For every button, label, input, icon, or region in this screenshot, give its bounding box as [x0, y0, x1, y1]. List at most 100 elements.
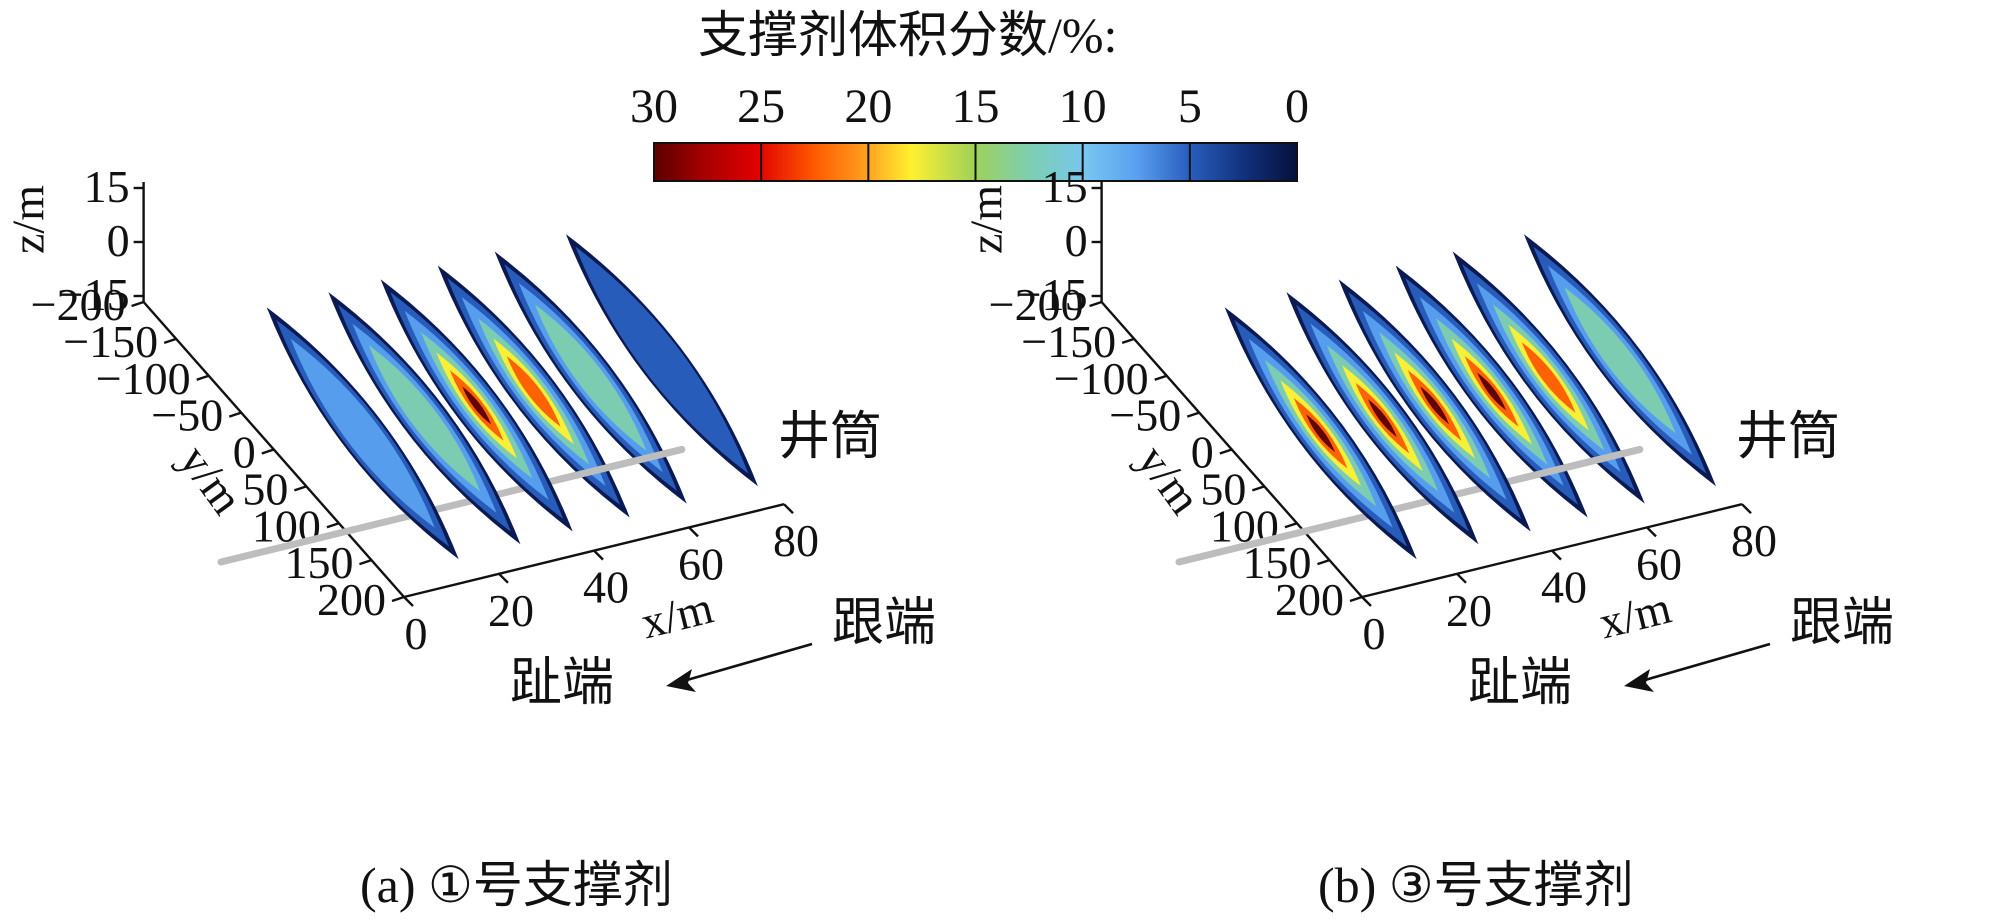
toe-label: 趾端	[510, 655, 614, 712]
z-tick-label: −15	[58, 269, 130, 320]
fracture-5	[494, 251, 687, 504]
x-tick	[593, 549, 604, 561]
y-tick-label: −100	[1054, 353, 1149, 404]
fracture-6	[565, 234, 758, 487]
x-tick-label: 80	[1731, 515, 1777, 566]
arrow-head	[666, 669, 696, 692]
wellbore-segment	[554, 445, 686, 484]
z-tick-label: −15	[1016, 269, 1088, 320]
x-tick-label: 20	[488, 585, 534, 636]
x-tick-label: 40	[583, 562, 629, 613]
y-tick-label: 50	[242, 463, 288, 514]
y-tick-label: 50	[1200, 463, 1246, 514]
x-tick-label: 0	[405, 608, 428, 659]
x-tick-label: 20	[1446, 585, 1492, 636]
x-tick	[403, 596, 414, 607]
y-tick	[228, 411, 242, 418]
x-tick-label: 40	[1541, 562, 1587, 613]
fracture-contour	[462, 386, 492, 425]
x-tick	[688, 526, 699, 538]
panel-b: 0 20 40 60 80−200−150−100−50050100150200150−…	[961, 161, 1894, 712]
colorbar-tick-label: 25	[737, 80, 785, 133]
fracture-6	[1523, 234, 1716, 487]
y-tick-label: 0	[1191, 427, 1214, 478]
fracture-contour	[534, 304, 647, 451]
wellbore-segment	[1512, 445, 1644, 484]
y-tick-label: 0	[233, 427, 256, 478]
fracture-5	[1452, 251, 1645, 504]
fracture-contour	[368, 345, 481, 492]
x-tick	[1551, 549, 1562, 561]
y-tick	[1317, 558, 1330, 566]
caption-a: (a) ①号支撑剂	[360, 857, 673, 913]
y-tick-label: −50	[1109, 390, 1181, 441]
fracture-contour	[1420, 386, 1450, 425]
y-tick	[293, 485, 307, 492]
fracture-1	[266, 307, 459, 560]
fracture-1	[1224, 307, 1417, 560]
colorbar-tick-label: 0	[1285, 80, 1309, 133]
colorbar-tick-label: 15	[952, 80, 1000, 133]
panel-a: 0 20 40 60 80−200−150−100−50050100150200150−…	[3, 161, 936, 712]
y-tick	[1089, 300, 1102, 308]
x-tick-label: 60	[1636, 538, 1682, 589]
z-tick-label: 15	[1042, 161, 1088, 212]
toe-label: 趾端	[1468, 655, 1572, 712]
y-tick	[196, 374, 210, 381]
colorbar-tick-labels: 30 25 20 15 10 5 0	[630, 80, 1309, 133]
y-tick-label: 200	[317, 574, 386, 625]
wellbore-label: 井筒	[1736, 409, 1840, 466]
z-tick-label: 15	[84, 161, 130, 212]
colorbar-tick-label: 20	[844, 80, 892, 133]
fracture-contour	[506, 356, 561, 427]
y-tick	[326, 522, 340, 529]
x-tick-label: 60	[678, 538, 724, 589]
y-tick	[1219, 448, 1233, 455]
arrow-head	[1624, 669, 1654, 692]
heel-to-toe-arrow	[679, 642, 813, 684]
fracture-2	[1286, 292, 1479, 545]
colorbar-tick-label: 5	[1178, 80, 1202, 133]
fracture-contour	[1368, 399, 1397, 438]
x-tick	[1456, 572, 1467, 584]
fracture-contour	[575, 246, 749, 474]
fracture-4	[1395, 265, 1588, 518]
y-tick	[261, 448, 275, 455]
y-tick	[1349, 595, 1363, 603]
heel-label: 跟端	[832, 595, 936, 652]
fracture-3	[380, 279, 573, 532]
y-tick	[1186, 411, 1200, 418]
colorbar-title: 支撑剂体积分数/%:	[698, 7, 1117, 63]
y-tick	[359, 558, 372, 566]
y-tick-label: −200	[31, 279, 126, 330]
y-tick	[1121, 337, 1135, 345]
y-tick-label: −150	[63, 316, 158, 367]
z-axis-label: z/m	[961, 185, 1012, 254]
y-tick-label: −100	[96, 353, 191, 404]
z-tick-label: 0	[1065, 215, 1088, 266]
fracture-contour	[290, 338, 435, 528]
x-tick-label: 0	[1363, 608, 1386, 659]
fracture-3	[1338, 279, 1531, 532]
y-tick-label: −50	[151, 390, 223, 441]
z-axis-label: z/m	[3, 185, 54, 254]
x-tick	[1741, 503, 1752, 515]
y-tick	[1154, 374, 1168, 381]
colorbar-tick-label: 30	[630, 80, 678, 133]
y-tick	[163, 337, 177, 345]
z-tick-label: 0	[107, 215, 130, 266]
x-tick	[1646, 526, 1657, 538]
wellbore-label: 井筒	[778, 409, 882, 466]
fracture-contour	[1564, 287, 1676, 434]
colorbar-tick-label: 10	[1059, 80, 1107, 133]
heel-label: 跟端	[1790, 595, 1894, 652]
fracture-contour	[1306, 414, 1336, 453]
fracture-4	[437, 265, 630, 518]
fracture-2	[328, 292, 521, 545]
colorbar-dividers	[760, 143, 1191, 181]
colorbar: 支撑剂体积分数/%: 30 25 20 15 10 5 0	[630, 7, 1309, 182]
y-tick	[1284, 522, 1298, 529]
y-tick-label: 200	[1275, 574, 1344, 625]
x-axis-label: x/m	[1594, 582, 1676, 649]
